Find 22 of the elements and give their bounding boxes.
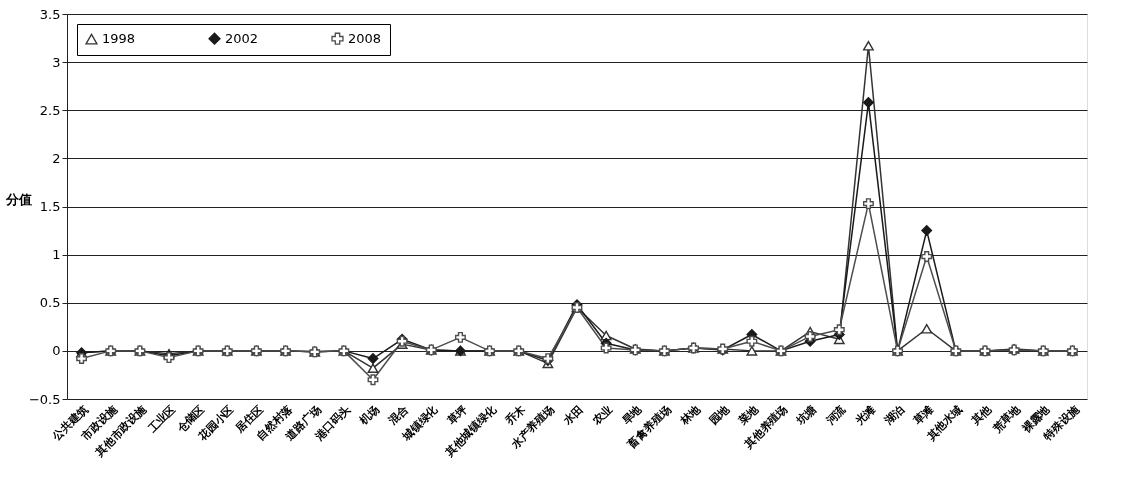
- y-tick-label: 1: [52, 247, 61, 263]
- y-tick-label: 3: [52, 54, 61, 70]
- y-tick-label: 0: [52, 343, 61, 359]
- y-axis-title: 分值: [4, 192, 32, 207]
- legend-label: 2002: [225, 30, 259, 46]
- x-tick-label: 光滩: [851, 402, 878, 429]
- x-tick-label: 林地: [677, 402, 704, 429]
- y-tick-label: −0.5: [28, 391, 61, 407]
- x-tick-label: 湖泊: [881, 402, 907, 429]
- x-tick-label: 河流: [822, 402, 849, 429]
- x-tick-label: 园地: [706, 402, 733, 428]
- legend-label: 1998: [102, 31, 136, 47]
- y-tick-label: 0.5: [39, 295, 61, 311]
- x-tick-label: 机场: [356, 402, 382, 429]
- y-tick-label: 3.5: [39, 6, 61, 22]
- x-tick-label: 农业: [589, 402, 616, 429]
- x-tick-label: 水田: [560, 402, 586, 429]
- y-tick-label: 2: [52, 150, 61, 166]
- legend-label: 2008: [348, 30, 382, 46]
- x-tick-label: 坑塘: [793, 402, 820, 429]
- y-tick-label: 2.5: [39, 102, 61, 118]
- y-tick-label: 1.5: [39, 199, 61, 214]
